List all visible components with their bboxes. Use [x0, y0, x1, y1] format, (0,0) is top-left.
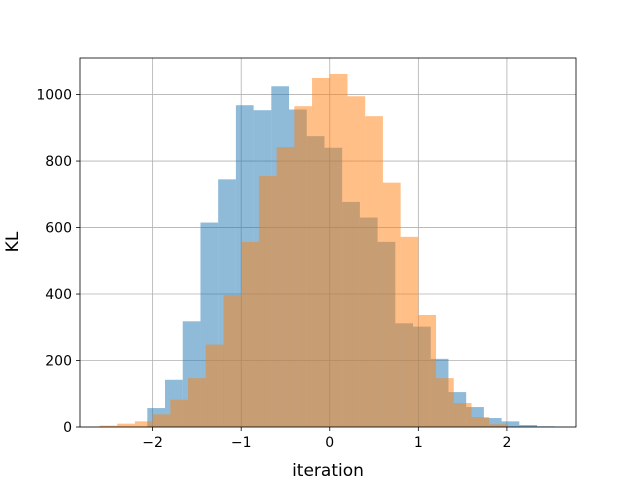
series-1-bar-11 [294, 106, 313, 428]
series-1-bar-22 [489, 424, 507, 427]
series-1-bar-14 [347, 96, 366, 427]
series-1-bar-8 [241, 241, 259, 427]
series-1-bar-2 [134, 421, 153, 427]
series-1-bar-21 [471, 417, 490, 427]
histogram-bars [99, 73, 555, 428]
series-1-bar-19 [436, 378, 454, 427]
y-tick-label-4: 800 [45, 154, 72, 170]
series-1-bar-7 [223, 295, 242, 427]
y-tick-label-3: 600 [45, 221, 72, 237]
series-1-bar-12 [312, 77, 330, 427]
series-1-bar-20 [453, 403, 472, 427]
series-1-bar-1 [117, 423, 135, 427]
x-tick-label-1: −1 [231, 435, 252, 451]
y-tick-label-2: 400 [45, 287, 72, 303]
plot-frame [79, 57, 577, 428]
x-tick-label-4: 2 [502, 435, 511, 451]
series-1-bar-13 [329, 73, 348, 427]
series-1-bar-0 [99, 425, 118, 427]
series-0-bar-21 [519, 425, 538, 427]
x-axis-label: iteration [292, 461, 364, 480]
series-1-bar-18 [418, 314, 437, 427]
series-1-bar-15 [365, 116, 383, 428]
series-1-bar-4 [170, 399, 189, 427]
series-1-bar-10 [276, 147, 295, 427]
series-1-bar-3 [152, 414, 171, 427]
series-1-bar-5 [188, 378, 206, 427]
series-0-bar-19 [483, 418, 502, 427]
series-1-bar-6 [205, 344, 224, 427]
x-tick-label-3: 1 [414, 435, 423, 451]
y-tick-label-1: 200 [45, 354, 72, 370]
y-tick-label-0: 0 [63, 420, 72, 436]
series-1-bar-17 [400, 236, 419, 427]
y-axis-label: KL [3, 231, 23, 252]
series-1-bar-9 [258, 176, 277, 427]
x-tick-label-0: −2 [142, 435, 163, 451]
axis-ticks: −2 −1 0 1 2 0 200 400 600 800 1000 [36, 88, 511, 451]
series-1-bar-16 [382, 182, 401, 427]
x-tick-label-2: 0 [325, 435, 334, 451]
y-tick-label-5: 1000 [36, 88, 72, 104]
series-0-bar-20 [501, 421, 520, 427]
